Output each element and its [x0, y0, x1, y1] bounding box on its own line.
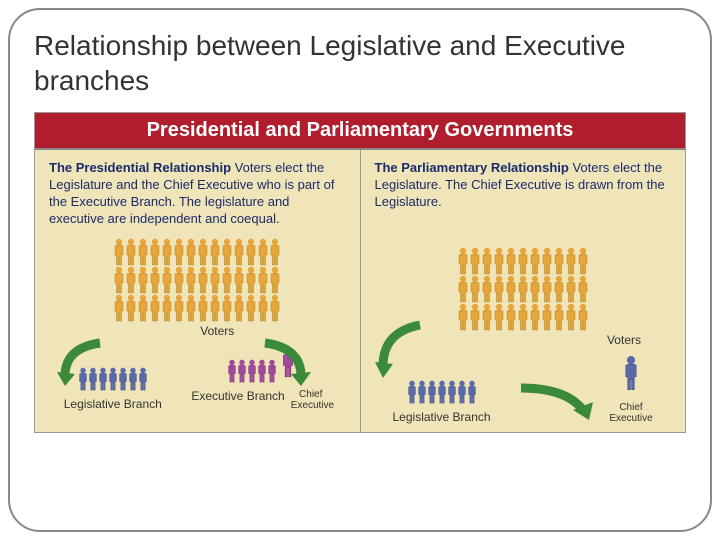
person-icon [576, 275, 590, 303]
person-icon [576, 247, 590, 275]
person-icon [268, 266, 282, 294]
person-icon [266, 359, 278, 383]
groups-left: Legislative Branch Executive Branch Chie… [49, 346, 346, 411]
chief-label-left: Chief Executive [291, 389, 331, 411]
chief-executive-right [623, 355, 639, 396]
person-icon [576, 303, 590, 331]
chief-executive-left [281, 346, 295, 383]
legislative-group-right: Legislative Branch [393, 380, 491, 424]
panels: The Presidential Relationship Voters ele… [35, 150, 685, 432]
legislative-label-right: Legislative Branch [393, 410, 491, 424]
panel-parliamentary: The Parliamentary Relationship Voters el… [360, 150, 686, 432]
slide-frame: Relationship between Legislative and Exe… [8, 8, 712, 532]
executive-people-left [227, 359, 277, 383]
panel-presidential: The Presidential Relationship Voters ele… [35, 150, 360, 432]
person-icon [268, 294, 282, 322]
person-icon [268, 238, 282, 266]
presidential-lead: The Presidential Relationship [49, 160, 231, 175]
legislative-label-left: Legislative Branch [64, 397, 162, 411]
executive-label-left: Executive Branch [191, 389, 284, 411]
person-icon [466, 380, 478, 404]
executive-group-left: Executive Branch Chief Executive [191, 346, 330, 411]
person-icon [137, 367, 149, 391]
groups-right: Legislative Branch Chief Executive [375, 355, 672, 424]
banner: Presidential and Parliamentary Governmen… [35, 113, 685, 150]
chief-group-right: Chief Executive [609, 355, 653, 424]
legislative-group-left: Legislative Branch [64, 367, 162, 411]
legislative-people-right [407, 380, 477, 404]
parliamentary-lead: The Parliamentary Relationship [375, 160, 569, 175]
parliamentary-desc: The Parliamentary Relationship Voters el… [375, 160, 672, 211]
slide-title: Relationship between Legislative and Exe… [34, 28, 686, 98]
presidential-desc: The Presidential Relationship Voters ele… [49, 160, 346, 228]
voters-crowd-left [49, 238, 346, 322]
chief-label-right: Chief Executive [609, 402, 653, 424]
voters-crowd-right [375, 247, 672, 331]
voters-label-right: Voters [375, 333, 642, 347]
chart-container: Presidential and Parliamentary Governmen… [34, 112, 686, 433]
legislative-people-left [78, 367, 148, 391]
voters-label-left: Voters [89, 324, 346, 338]
